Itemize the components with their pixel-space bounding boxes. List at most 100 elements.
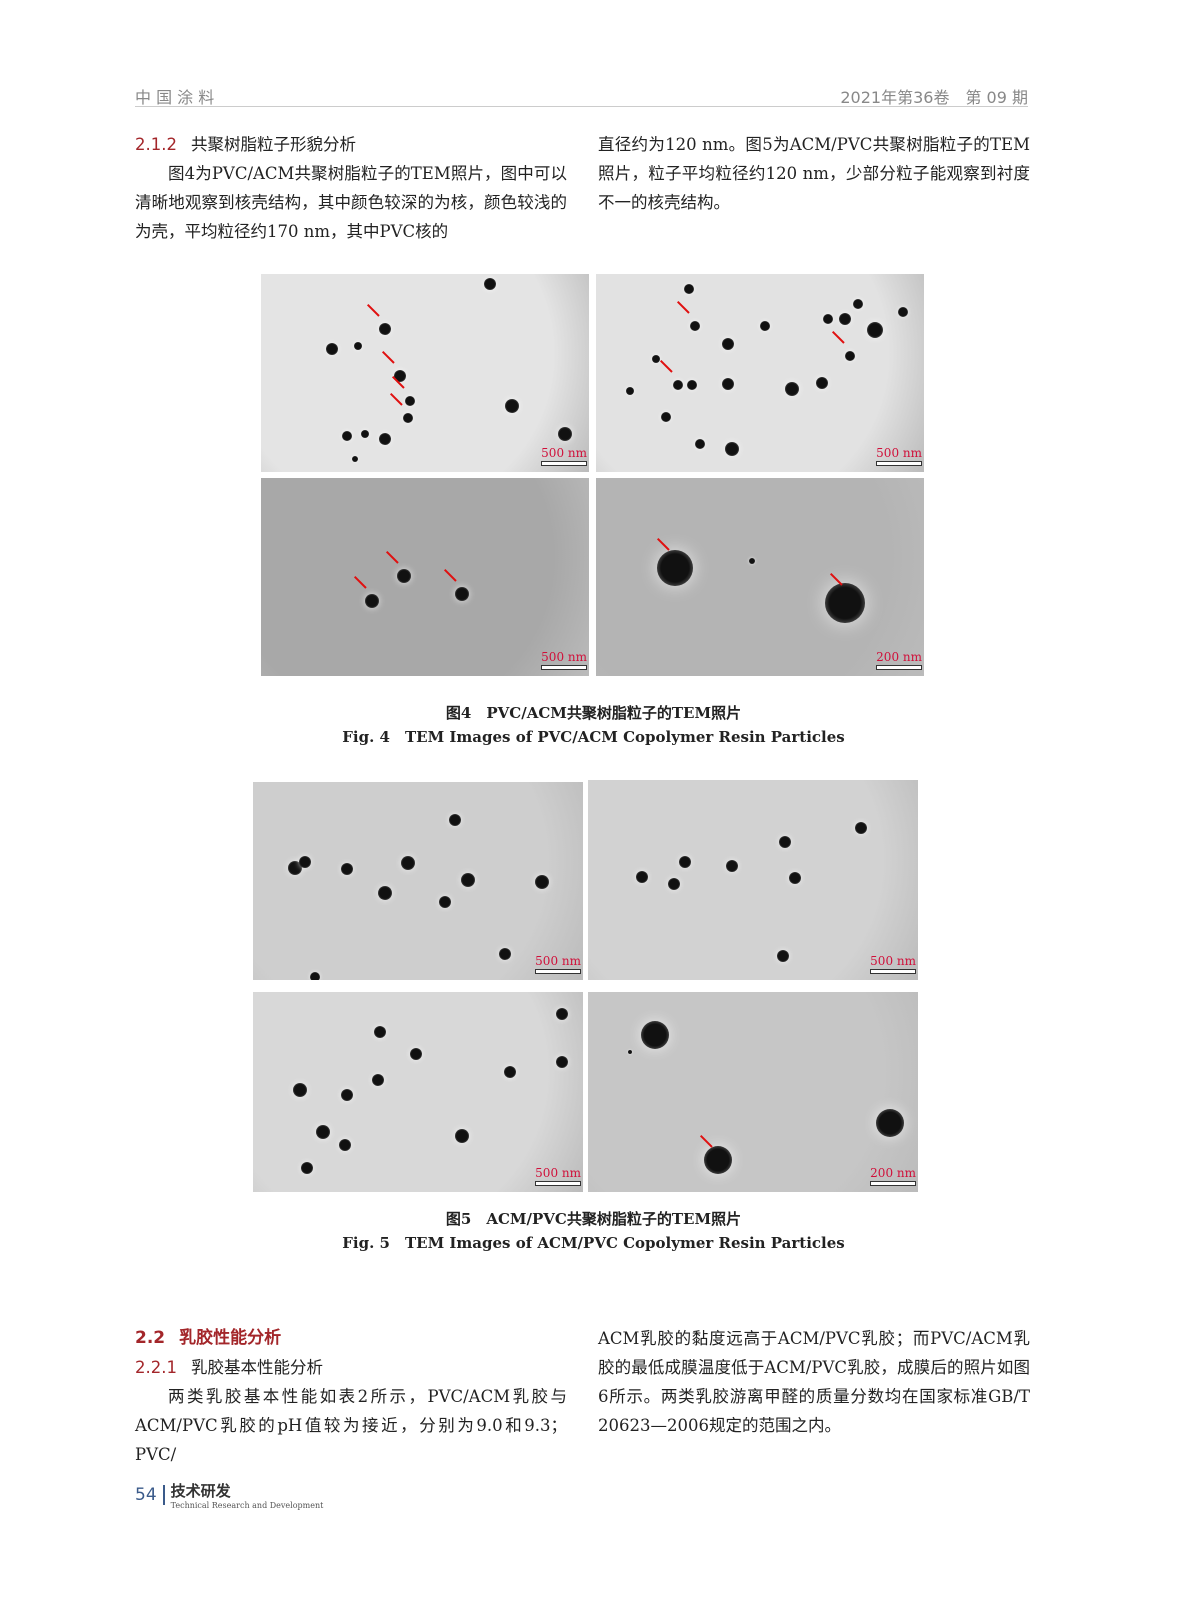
particle	[326, 343, 338, 355]
red-arrow-icon	[656, 537, 670, 551]
particle	[785, 382, 799, 396]
particle	[341, 1089, 353, 1101]
particle	[378, 886, 392, 900]
scale-bar: 500 nm	[541, 446, 587, 466]
particle	[760, 321, 770, 331]
scale-label: 200 nm	[870, 1166, 916, 1180]
particle	[704, 1146, 732, 1174]
particle	[379, 323, 391, 335]
particle	[556, 1008, 568, 1020]
particle	[558, 427, 572, 441]
particle	[288, 861, 302, 875]
fig5-tem-panel-4: 200 nm	[588, 992, 918, 1192]
paragraph: 两类乳胶基本性能如表2所示，PVC/ACM乳胶与ACM/PVC乳胶的pH值较为接…	[135, 1387, 567, 1464]
particle	[361, 430, 369, 438]
scale-label: 200 nm	[876, 650, 922, 664]
fig5-tem-panel-2: 500 nm	[588, 780, 918, 980]
scale-label: 500 nm	[535, 954, 581, 968]
particle	[403, 413, 413, 423]
particle	[661, 412, 671, 422]
particle	[341, 863, 353, 875]
footer-section-en: Technical Research and Development	[170, 1501, 324, 1510]
particle	[535, 875, 549, 889]
particle	[687, 380, 697, 390]
right-column-bottom: ACM乳胶的黏度远高于ACM/PVC乳胶；而PVC/ACM乳胶的最低成膜温度低于…	[598, 1324, 1030, 1440]
red-arrow-icon	[443, 568, 457, 582]
scale-label: 500 nm	[870, 954, 916, 968]
particle	[484, 278, 496, 290]
particle	[853, 299, 863, 309]
particle	[722, 378, 734, 390]
particle	[301, 1162, 313, 1174]
scale-label: 500 nm	[541, 446, 587, 460]
fig4-tem-panel-2: 500 nm	[596, 274, 924, 472]
fig5-tem-panel-1: 500 nm	[253, 782, 583, 980]
particle	[668, 878, 680, 890]
journal-name: 中 国 涂 料	[135, 88, 215, 107]
particle	[499, 948, 511, 960]
scale-bar: 500 nm	[535, 954, 581, 974]
red-arrow-icon	[353, 575, 367, 589]
fig4-caption-en: Fig. 4 TEM Images of PVC/ACM Copolymer R…	[342, 728, 845, 746]
particle	[816, 377, 828, 389]
red-arrow-icon	[831, 330, 845, 344]
particle	[556, 1056, 568, 1068]
particle	[354, 342, 362, 350]
section-heading: 2.2 乳胶性能分析	[135, 1328, 282, 1348]
particle	[876, 1109, 904, 1137]
particle	[673, 380, 683, 390]
paragraph: ACM乳胶的黏度远高于ACM/PVC乳胶；而PVC/ACM乳胶的最低成膜温度低于…	[598, 1329, 1030, 1435]
fig4-caption-cn: 图4 PVC/ACM共聚树脂粒子的TEM照片	[445, 704, 742, 722]
particle	[690, 321, 700, 331]
issue-info: 2021年第36卷 第 09 期	[840, 88, 1028, 107]
particle	[779, 836, 791, 848]
particle	[679, 856, 691, 868]
left-column-bottom: 2.2 乳胶性能分析 2.2.1 乳胶基本性能分析 两类乳胶基本性能如表2所示，PV…	[135, 1324, 567, 1469]
particle	[365, 594, 379, 608]
particle	[405, 396, 415, 406]
particle	[726, 860, 738, 872]
right-column-top: 直径约为120 nm。图5为ACM/PVC共聚树脂粒子的TEM照片，粒子平均粒径…	[598, 130, 1030, 217]
particle	[855, 822, 867, 834]
fig5-tem-panel-3: 500 nm	[253, 992, 583, 1192]
red-arrow-icon	[659, 359, 673, 373]
particle	[410, 1048, 422, 1060]
particle	[725, 442, 739, 456]
particle	[657, 550, 693, 586]
particle	[504, 1066, 516, 1078]
particle	[461, 873, 475, 887]
particle	[342, 431, 352, 441]
particle	[749, 558, 755, 564]
particle	[505, 399, 519, 413]
particle	[397, 569, 411, 583]
particle	[898, 307, 908, 317]
particle	[379, 433, 391, 445]
scale-label: 500 nm	[876, 446, 922, 460]
footer: 54 技术研发 Technical Research and Developme…	[135, 1480, 323, 1510]
particle	[316, 1125, 330, 1139]
particle	[374, 1026, 386, 1038]
scale-bar: 500 nm	[870, 954, 916, 974]
scale-bar: 200 nm	[876, 650, 922, 670]
red-arrow-icon	[676, 300, 690, 314]
fig4-tem-panel-3: 500 nm	[261, 478, 589, 676]
red-arrow-icon	[389, 392, 403, 406]
particle	[695, 439, 705, 449]
particle	[455, 587, 469, 601]
footer-section-cn: 技术研发	[170, 1482, 231, 1500]
particle	[449, 814, 461, 826]
scale-label: 500 nm	[541, 650, 587, 664]
scale-bar: 500 nm	[876, 446, 922, 466]
red-arrow-icon	[385, 550, 399, 564]
particle	[823, 314, 833, 324]
particle	[845, 351, 855, 361]
particle	[401, 856, 415, 870]
particle	[636, 871, 648, 883]
particle	[339, 1139, 351, 1151]
particle	[310, 972, 320, 980]
particle	[455, 1129, 469, 1143]
red-arrow-icon	[366, 303, 380, 317]
particle	[684, 284, 694, 294]
scale-label: 500 nm	[535, 1166, 581, 1180]
particle	[652, 355, 660, 363]
